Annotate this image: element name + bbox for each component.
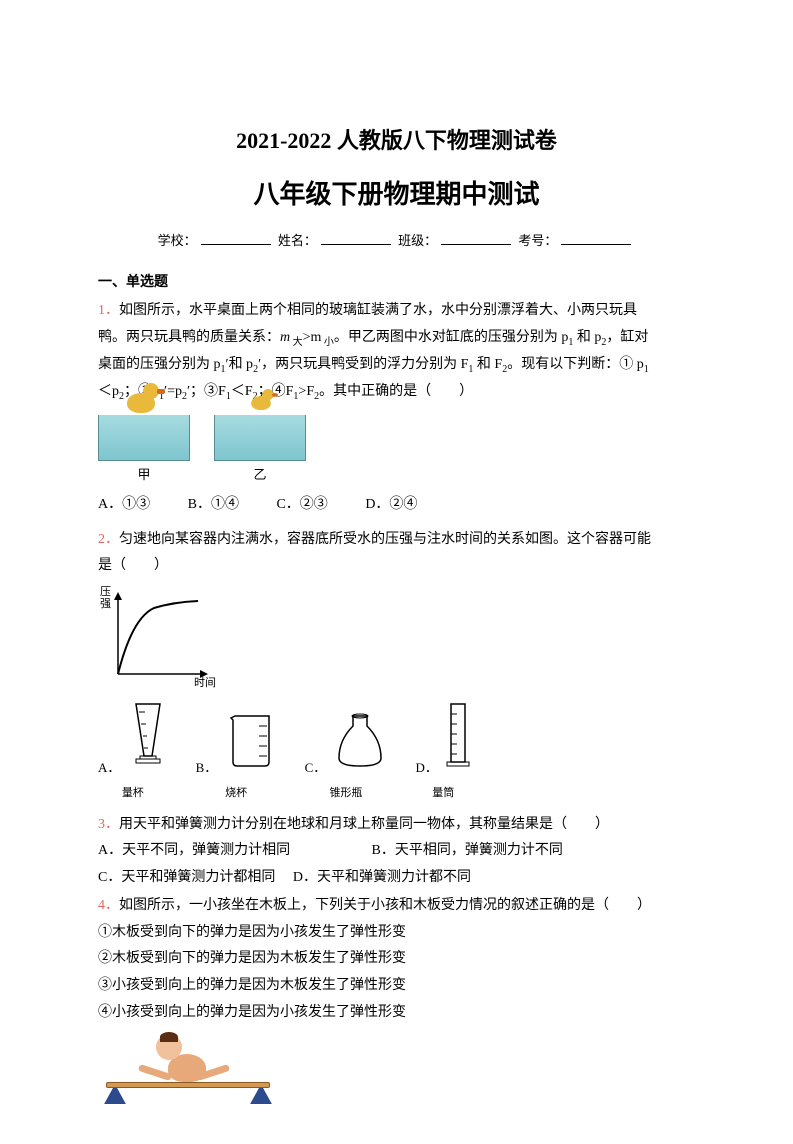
- beaker-icon: [225, 710, 277, 781]
- q1-opt-a[interactable]: A．①③: [98, 497, 150, 512]
- q3-opt-d[interactable]: D．天平和弹簧测力计都不同: [293, 870, 471, 885]
- wooden-board: [106, 1082, 270, 1088]
- q1-l4a: ＜p: [98, 384, 119, 399]
- vessel-c-label: C．: [305, 756, 327, 781]
- vessel-a[interactable]: A． 量杯: [98, 700, 168, 804]
- blank-id[interactable]: [561, 231, 631, 245]
- student-info-line: 学校： 姓名： 班级： 考号：: [98, 229, 695, 254]
- q3-text: 用天平和弹簧测力计分别在地球和月球上称量同一物体，其称量结果是（ ）: [119, 817, 609, 832]
- q1-l2h: 和 p: [573, 330, 601, 345]
- q4-s1: ①木板受到向下的弹力是因为小孩发生了弹性形变: [98, 920, 695, 947]
- label-school: 学校：: [158, 233, 197, 248]
- vessel-d-label: D．: [415, 756, 437, 781]
- q1-text-d: ＜p2；②p1′=p2′；③F1＜F2；④F1>F2。其中正确的是（ ）: [98, 379, 695, 406]
- blank-class[interactable]: [441, 231, 511, 245]
- question-number: 4．: [98, 898, 119, 913]
- q1-opt-c[interactable]: C．②③: [276, 497, 327, 512]
- q1-sub2: 小: [321, 337, 334, 348]
- q1-text-b: 鸭。两只玩具鸭的质量关系：m 大>m 小。甲乙两图中水对缸底的压强分别为 p1 …: [98, 325, 695, 352]
- q1-l4o: 。其中正确的是（ ）: [319, 384, 473, 399]
- vessel-b-caption: 烧杯: [196, 783, 277, 804]
- vessel-c-caption: 锥形瓶: [305, 783, 388, 804]
- q4-s2: ②木板受到向下的弹力是因为木板发生了弹性形变: [98, 946, 695, 973]
- question-3: 3．用天平和弹簧测力计分别在地球和月球上称量同一物体，其称量结果是（ ）: [98, 812, 695, 839]
- q1-m1: m: [280, 330, 290, 345]
- main-title-line1: 2021-2022 人教版八下物理测试卷: [98, 120, 695, 162]
- blank-name[interactable]: [321, 231, 391, 245]
- tank-yi: 乙: [214, 415, 306, 488]
- tank-jia-label: 甲: [98, 463, 190, 488]
- vessel-a-label: A．: [98, 756, 120, 781]
- label-name: 姓名：: [278, 233, 317, 248]
- label-id: 考号：: [518, 233, 557, 248]
- conical-flask-icon: [333, 710, 387, 781]
- q3-opt-b[interactable]: B．天平相同，弹簧测力计不同: [372, 843, 563, 858]
- q4-s4: ④小孩受到向上的弹力是因为小孩发生了弹性形变: [98, 1000, 695, 1027]
- q4-s3: ③小孩受到向上的弹力是因为木板发生了弹性形变: [98, 973, 695, 1000]
- question-2: 2．匀速地向某容器内注满水，容器底所受水的压强与注水时间的关系如图。这个容器可能: [98, 527, 695, 554]
- q1-l3a: 桌面的压强分别为 p: [98, 357, 221, 372]
- tank-jia-box: [98, 415, 190, 461]
- tank-jia: 甲: [98, 415, 190, 488]
- graph-x-label: 时间: [194, 673, 216, 694]
- q4-figure: [98, 1032, 278, 1104]
- q2-vessels: A． 量杯 B． 烧杯 C． 锥形瓶 D． 量筒: [98, 700, 695, 804]
- q1-l4i: ＜F: [231, 384, 253, 399]
- main-title-line2: 八年级下册物理期中测试: [98, 170, 695, 219]
- measuring-cup-icon: [128, 700, 168, 781]
- vessel-d-caption: 量筒: [415, 783, 471, 804]
- q2-graph: 压 强 时间: [104, 590, 214, 690]
- baby-hair: [160, 1032, 178, 1042]
- q1-l2j: ，缸对: [606, 330, 648, 345]
- vessel-b[interactable]: B． 烧杯: [196, 710, 277, 804]
- vessel-a-caption: 量杯: [98, 783, 168, 804]
- question-4: 4．如图所示，一小孩坐在木板上，下列关于小孩和木板受力情况的叙述正确的是（ ）: [98, 893, 695, 920]
- q1-l2a: 鸭。两只玩具鸭的质量关系：: [98, 330, 280, 345]
- q1-l3g: 和 F: [473, 357, 502, 372]
- duck-small-icon: [251, 396, 271, 410]
- q1-l3c: ′和 p: [226, 357, 254, 372]
- q1-l3j: 1: [644, 364, 649, 375]
- q2-text-b: 是（ ）: [98, 553, 695, 580]
- section-heading-1: 一、单选题: [98, 270, 695, 297]
- vessel-d[interactable]: D． 量筒: [415, 700, 471, 804]
- q4-text: 如图所示，一小孩坐在木板上，下列关于小孩和木板受力情况的叙述正确的是（ ）: [119, 898, 651, 913]
- q1-l3i: 。现有以下判断：① p: [507, 357, 644, 372]
- vessel-c[interactable]: C． 锥形瓶: [305, 710, 388, 804]
- q1-opt-b[interactable]: B．①④: [188, 497, 239, 512]
- question-number: 1．: [98, 303, 119, 318]
- q1-text-a: 如图所示，水平桌面上两个相同的玻璃缸装满了水，水中分别漂浮着大、小两只玩具: [119, 303, 637, 318]
- label-class: 班级：: [398, 233, 437, 248]
- question-number: 3．: [98, 817, 119, 832]
- q3-opt-a[interactable]: A．天平不同，弹簧测力计相同: [98, 838, 368, 865]
- cylinder-icon: [445, 700, 471, 781]
- q1-l2f: 。甲乙两图中水对缸底的压强分别为 p: [334, 330, 569, 345]
- q1-l4g: ′；③F: [187, 384, 226, 399]
- q3-options-row1: A．天平不同，弹簧测力计相同 B．天平相同，弹簧测力计不同: [98, 838, 695, 865]
- q1-sub1: 大: [290, 337, 303, 348]
- blank-school[interactable]: [201, 231, 271, 245]
- q3-options-row2: C．天平和弹簧测力计都相同 D．天平和弹簧测力计都不同: [98, 865, 695, 892]
- q1-figure: 甲 乙: [98, 415, 695, 488]
- duck-big-icon: [127, 393, 155, 413]
- q1-l4m: >F: [298, 384, 314, 399]
- question-1: 1．如图所示，水平桌面上两个相同的玻璃缸装满了水，水中分别漂浮着大、小两只玩具: [98, 298, 695, 325]
- q1-gt: >m: [303, 330, 322, 345]
- q1-l3e: ′，两只玩具鸭受到的浮力分别为 F: [258, 357, 468, 372]
- tank-yi-label: 乙: [214, 463, 306, 488]
- q1-options: A．①③ B．①④ C．②③ D．②④: [98, 492, 695, 519]
- question-number: 2．: [98, 532, 119, 547]
- q2-text-a: 匀速地向某容器内注满水，容器底所受水的压强与注水时间的关系如图。这个容器可能: [119, 532, 651, 547]
- tank-yi-box: [214, 415, 306, 461]
- q3-opt-c[interactable]: C．天平和弹簧测力计都相同: [98, 870, 275, 885]
- q1-text-c: 桌面的压强分别为 p1′和 p2′，两只玩具鸭受到的浮力分别为 F1 和 F2。…: [98, 352, 695, 379]
- q1-opt-d[interactable]: D．②④: [365, 497, 417, 512]
- vessel-b-label: B．: [196, 756, 218, 781]
- q1-l4e: ′=p: [164, 384, 182, 399]
